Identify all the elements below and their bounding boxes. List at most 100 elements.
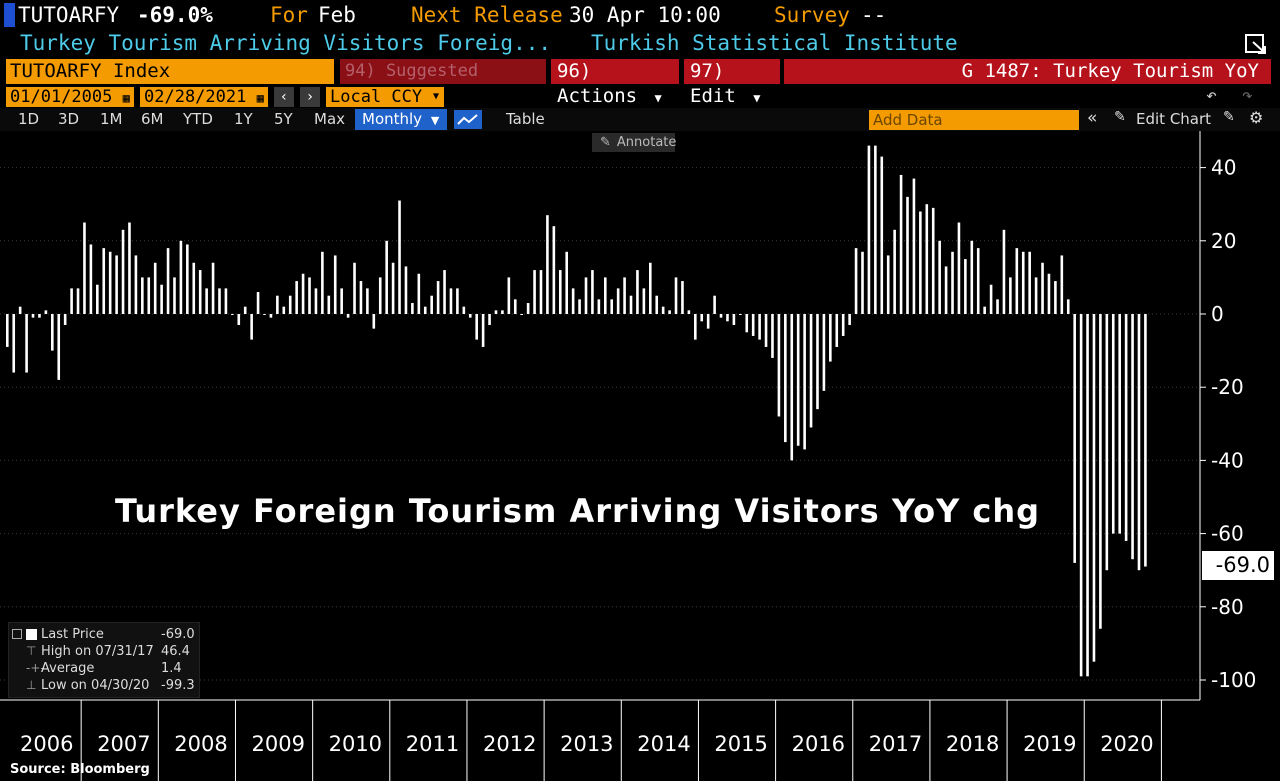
- range-button-6m[interactable]: 6M: [141, 110, 164, 128]
- y-tick-label: 40: [1211, 156, 1236, 180]
- bar: [951, 251, 954, 314]
- bar: [964, 259, 967, 314]
- calendar-icon[interactable]: ▦: [256, 91, 264, 105]
- bar: [584, 277, 588, 314]
- chart-title: Turkey Foreign Tourism Arriving Visitors…: [115, 492, 1041, 530]
- bar: [63, 314, 67, 325]
- add-data-placeholder: Add Data: [873, 111, 943, 129]
- bar: [308, 277, 311, 314]
- annotate-button[interactable]: ✎ Annotate: [592, 133, 677, 152]
- range-button-1m[interactable]: 1M: [100, 110, 123, 128]
- bar: [919, 211, 922, 314]
- gear-icon[interactable]: ⚙: [1249, 108, 1264, 127]
- x-tick-label: 2015: [714, 732, 767, 756]
- end-date-field[interactable]: 02/28/2021 ▦: [140, 87, 268, 107]
- actions-label: 96) Actions: [557, 60, 638, 107]
- legend-row-high: ⊤ High on 07/31/17 46.4: [9, 644, 201, 661]
- annotate-label: Annotate: [616, 135, 677, 150]
- bar: [423, 306, 427, 314]
- bar: [668, 310, 671, 314]
- bar: [462, 306, 466, 314]
- bar: [89, 244, 93, 314]
- range-button-1d[interactable]: 1D: [18, 110, 40, 128]
- survey-label: Survey: [774, 3, 850, 27]
- bar: [224, 288, 228, 314]
- line-chart-icon[interactable]: [454, 110, 482, 129]
- bar: [790, 314, 794, 461]
- chevron-down-icon: ▼: [753, 91, 761, 105]
- collapse-toggle-icon[interactable]: [12, 629, 22, 639]
- edit-chart-button[interactable]: Edit Chart: [1136, 110, 1212, 128]
- previous-period-button[interactable]: ‹: [274, 87, 294, 107]
- bar: [558, 270, 562, 314]
- edit-label: 97) Edit: [690, 60, 736, 107]
- undo-icon[interactable]: ↶: [1206, 85, 1217, 106]
- next-period-button[interactable]: ›: [300, 87, 320, 107]
- bar: [674, 277, 678, 314]
- bar: [886, 255, 890, 314]
- bar: [115, 255, 118, 314]
- x-tick-label: 2017: [869, 732, 922, 756]
- bar: [1009, 277, 1012, 314]
- end-date: 02/28/2021: [144, 87, 247, 107]
- chart-id: G 1487: Turkey Tourism YoY: [961, 60, 1259, 82]
- bar: [1002, 229, 1006, 314]
- redo-icon[interactable]: ↷: [1242, 85, 1253, 106]
- bar: [552, 226, 556, 314]
- range-button-5y[interactable]: 5Y: [274, 110, 293, 128]
- pencil-icon: ✎: [600, 135, 611, 150]
- source-organization: Turkish Statistical Institute: [591, 31, 958, 55]
- security-description-row: Turkey Tourism Arriving Visitors Foreig.…: [0, 30, 1280, 58]
- bar: [12, 314, 16, 373]
- bar: [603, 277, 607, 314]
- index-name-field[interactable]: TUTOARFY Index: [6, 59, 334, 84]
- bar: [796, 314, 800, 446]
- range-button-max[interactable]: Max: [314, 110, 346, 128]
- currency-select[interactable]: Local CCY ▼: [326, 87, 444, 107]
- bar: [1111, 314, 1115, 534]
- bar: [1034, 277, 1038, 314]
- bar: [629, 295, 633, 314]
- range-button-1y[interactable]: 1Y: [234, 110, 253, 128]
- bar: [841, 314, 845, 336]
- bar: [179, 240, 183, 314]
- y-tick-label: -20: [1211, 375, 1244, 399]
- collapse-icon[interactable]: «: [1087, 108, 1098, 128]
- chevron-left-icon: ‹: [279, 89, 289, 105]
- calendar-icon[interactable]: ▦: [122, 91, 130, 105]
- edit-layout-icon[interactable]: ✎: [1223, 109, 1235, 125]
- bar: [263, 314, 266, 315]
- x-tick-label: 2018: [946, 732, 999, 756]
- legend-row-last-price[interactable]: Last Price -69.0: [9, 627, 201, 644]
- range-button-ytd[interactable]: YTD: [183, 110, 213, 128]
- bar: [121, 229, 125, 314]
- add-data-input[interactable]: Add Data: [869, 110, 1079, 130]
- security-description: Turkey Tourism Arriving Visitors Foreig.…: [20, 31, 552, 55]
- start-date-field[interactable]: 01/01/2005 ▦: [6, 87, 134, 107]
- y-tick-label: 0: [1211, 302, 1224, 326]
- ticker-symbol[interactable]: TUTOARFY: [18, 3, 120, 27]
- bar: [700, 314, 704, 322]
- table-view-button[interactable]: Table: [506, 110, 545, 128]
- frequency-select[interactable]: Monthly ▼: [355, 109, 447, 130]
- bar: [211, 262, 215, 314]
- bar: [906, 196, 909, 314]
- x-tick-label: 2010: [329, 732, 382, 756]
- bar: [449, 288, 453, 314]
- popout-icon[interactable]: [1244, 32, 1270, 56]
- bar: [719, 314, 723, 318]
- bar: [726, 314, 729, 322]
- bar: [1079, 314, 1083, 677]
- edit-menu[interactable]: 97) Edit ▼: [684, 59, 780, 107]
- y-tick-label: 20: [1211, 229, 1236, 253]
- range-button-3d[interactable]: 3D: [58, 110, 80, 128]
- bar: [366, 288, 369, 314]
- actions-menu[interactable]: 96) Actions ▼: [551, 59, 679, 107]
- chart-bars: [6, 145, 1147, 677]
- last-value-tag: -69.0: [1202, 551, 1274, 580]
- date-range-row: 01/01/2005 ▦ 02/28/2021 ▦ ‹ › Local CCY …: [0, 85, 1280, 108]
- bar: [1021, 251, 1025, 314]
- suggested-charts-button[interactable]: 94) Suggested Charts: [340, 59, 546, 106]
- bar: [411, 303, 414, 314]
